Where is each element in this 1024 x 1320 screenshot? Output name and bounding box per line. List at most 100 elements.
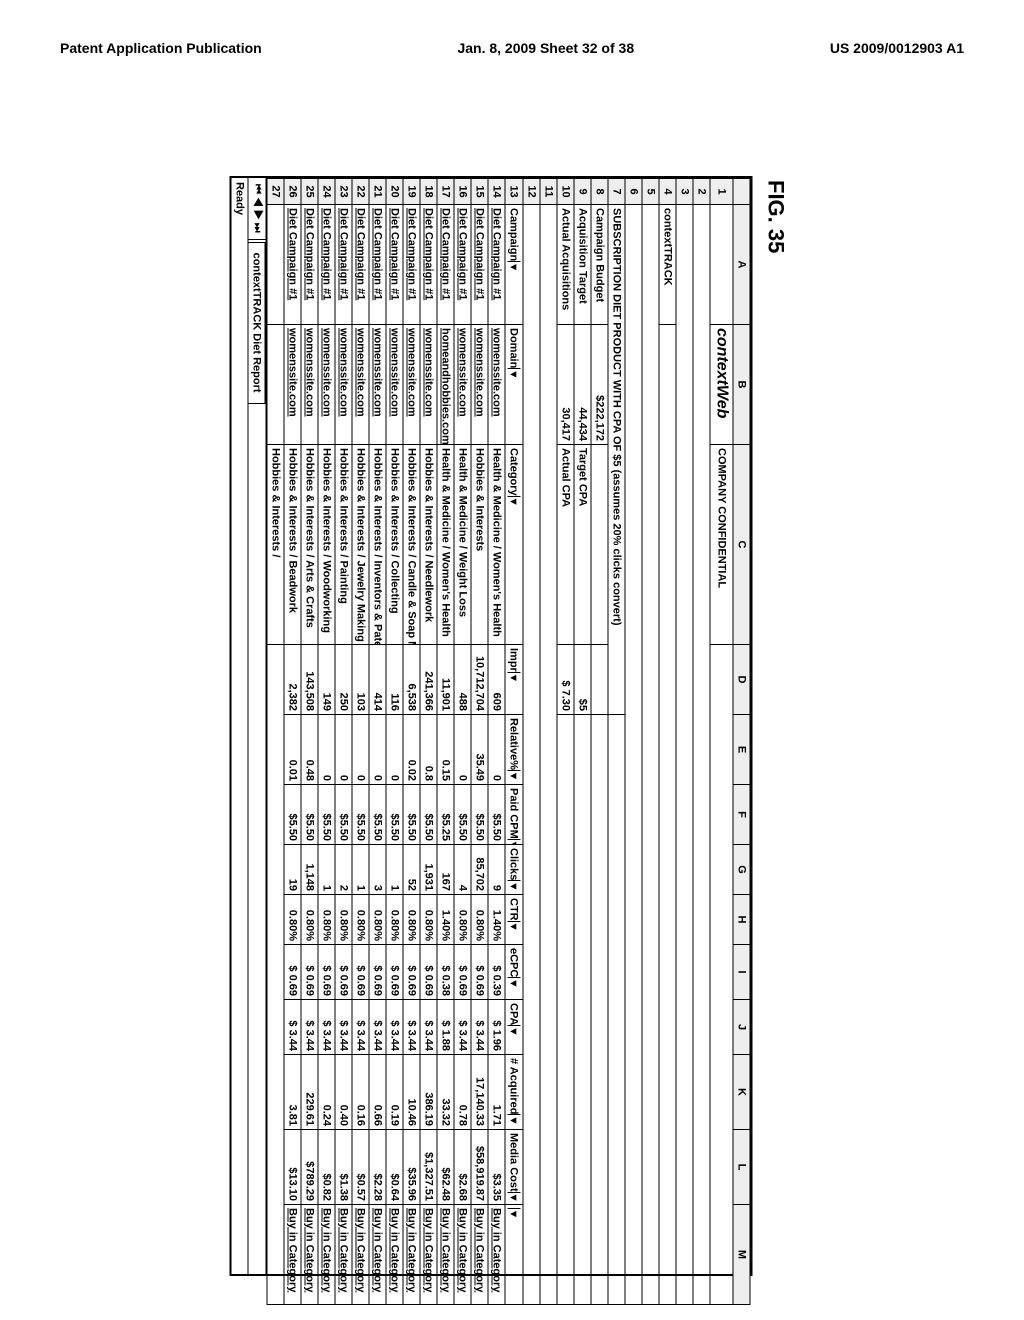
row-num[interactable]: 23 — [335, 179, 352, 205]
sheet-tab[interactable]: contextTRACK Diet Report — [249, 242, 266, 404]
domain-cell[interactable]: womenssite.com — [369, 325, 386, 445]
cell[interactable] — [267, 325, 284, 445]
cell[interactable] — [710, 205, 733, 325]
action-cell[interactable]: Buy in Category — [284, 1205, 301, 1305]
column-header[interactable]: Relative%▾ — [505, 715, 523, 785]
campaign-cell[interactable]: Diet Campaign #1 — [488, 205, 505, 325]
row-num[interactable]: 14 — [488, 179, 505, 205]
cell[interactable] — [710, 645, 733, 1305]
domain-cell[interactable]: womenssite.com — [284, 325, 301, 445]
domain-cell[interactable]: womenssite.com — [471, 325, 488, 445]
cell[interactable] — [523, 205, 540, 1305]
row-num[interactable]: 17 — [437, 179, 454, 205]
filter-dropdown-icon[interactable]: ▾ — [508, 496, 521, 507]
col-D[interactable]: D — [733, 645, 750, 715]
column-header[interactable]: ▾ — [505, 1205, 523, 1305]
domain-cell[interactable]: womenssite.com — [454, 325, 471, 445]
filter-dropdown-icon[interactable]: ▾ — [508, 1114, 521, 1125]
campaign-cell[interactable]: Diet Campaign #1 — [403, 205, 420, 325]
row-num[interactable]: 22 — [352, 179, 369, 205]
cell[interactable] — [625, 205, 642, 1305]
filter-dropdown-icon[interactable]: ▾ — [508, 1025, 521, 1036]
action-cell[interactable]: Buy in Category — [403, 1205, 420, 1305]
cell[interactable] — [540, 205, 557, 1305]
filter-dropdown-icon[interactable]: ▾ — [508, 839, 521, 845]
row-num[interactable]: 15 — [471, 179, 488, 205]
campaign-cell[interactable]: Diet Campaign #1 — [369, 205, 386, 325]
col-H[interactable]: H — [733, 895, 750, 945]
col-B[interactable]: B — [733, 325, 750, 445]
column-header[interactable]: Impr▾ — [505, 645, 523, 715]
filter-dropdown-icon[interactable]: ▾ — [508, 921, 521, 932]
campaign-cell[interactable]: Diet Campaign #1 — [386, 205, 403, 325]
filter-dropdown-icon[interactable]: ▾ — [508, 261, 521, 272]
action-cell[interactable]: Buy in Category — [335, 1205, 352, 1305]
cell[interactable] — [659, 325, 676, 1305]
corner-cell[interactable] — [733, 179, 750, 205]
row-num[interactable]: 26 — [284, 179, 301, 205]
column-header[interactable]: Category▾ — [505, 445, 523, 645]
domain-cell[interactable]: womenssite.com — [386, 325, 403, 445]
campaign-cell[interactable]: Diet Campaign #1 — [352, 205, 369, 325]
cell[interactable] — [693, 205, 710, 1305]
row-num[interactable]: 18 — [420, 179, 437, 205]
cell[interactable] — [267, 205, 284, 325]
domain-cell[interactable]: homeandhobbies.com — [437, 325, 454, 445]
campaign-cell[interactable]: Diet Campaign #1 — [454, 205, 471, 325]
column-header[interactable]: Media Cost▾ — [505, 1130, 523, 1205]
row-num[interactable]: 16 — [454, 179, 471, 205]
row-num[interactable]: 19 — [403, 179, 420, 205]
filter-dropdown-icon[interactable]: ▾ — [508, 880, 521, 891]
column-header[interactable]: Clicks▾ — [505, 845, 523, 895]
row-num[interactable]: 25 — [301, 179, 318, 205]
col-J[interactable]: J — [733, 1000, 750, 1055]
row-num[interactable]: 1 — [710, 179, 733, 205]
action-cell[interactable]: Buy in Category — [352, 1205, 369, 1305]
col-C[interactable]: C — [733, 445, 750, 645]
column-header[interactable]: Domain▾ — [505, 325, 523, 445]
row-num[interactable]: 12 — [523, 179, 540, 205]
cell[interactable] — [574, 715, 591, 1305]
action-cell[interactable]: Buy in Category — [420, 1205, 437, 1305]
column-header[interactable]: eCPC▾ — [505, 945, 523, 1000]
campaign-cell[interactable]: Diet Campaign #1 — [301, 205, 318, 325]
column-header[interactable]: Paid CPM▾ — [505, 785, 523, 845]
col-M[interactable]: M — [733, 1205, 750, 1305]
action-cell[interactable]: Buy in Category — [471, 1205, 488, 1305]
action-cell[interactable]: Buy in Category — [454, 1205, 471, 1305]
row-num[interactable]: 21 — [369, 179, 386, 205]
campaign-cell[interactable]: Diet Campaign #1 — [318, 205, 335, 325]
campaign-cell[interactable]: Diet Campaign #1 — [471, 205, 488, 325]
row-num[interactable]: 10 — [557, 179, 574, 205]
domain-cell[interactable]: womenssite.com — [488, 325, 505, 445]
col-I[interactable]: I — [733, 945, 750, 1000]
domain-cell[interactable]: womenssite.com — [318, 325, 335, 445]
domain-cell[interactable]: womenssite.com — [403, 325, 420, 445]
col-L[interactable]: L — [733, 1130, 750, 1205]
campaign-cell[interactable]: Diet Campaign #1 — [284, 205, 301, 325]
col-K[interactable]: K — [733, 1055, 750, 1130]
column-header[interactable]: CTR▾ — [505, 895, 523, 945]
cell[interactable] — [676, 205, 693, 1305]
action-cell[interactable]: Buy in Category — [386, 1205, 403, 1305]
filter-dropdown-icon[interactable]: ▾ — [508, 368, 521, 379]
column-header[interactable]: # Acquired▾ — [505, 1055, 523, 1130]
campaign-cell[interactable]: Diet Campaign #1 — [420, 205, 437, 325]
cell[interactable] — [557, 715, 574, 1305]
filter-dropdown-icon[interactable]: ▾ — [508, 977, 521, 988]
column-header[interactable]: Campaign▾ — [505, 205, 523, 325]
action-cell[interactable]: Buy in Category — [301, 1205, 318, 1305]
row-num[interactable]: 3 — [676, 179, 693, 205]
cell[interactable] — [591, 715, 608, 1305]
domain-cell[interactable]: womenssite.com — [352, 325, 369, 445]
row-num[interactable]: 20 — [386, 179, 403, 205]
row-num[interactable]: 4 — [659, 179, 676, 205]
row-num[interactable]: 2 — [693, 179, 710, 205]
filter-dropdown-icon[interactable]: ▾ — [508, 1192, 521, 1203]
campaign-cell[interactable]: Diet Campaign #1 — [437, 205, 454, 325]
col-F[interactable]: F — [733, 785, 750, 845]
col-E[interactable]: E — [733, 715, 750, 785]
row-num[interactable]: 9 — [574, 179, 591, 205]
cell[interactable] — [267, 645, 284, 1305]
domain-cell[interactable]: womenssite.com — [335, 325, 352, 445]
